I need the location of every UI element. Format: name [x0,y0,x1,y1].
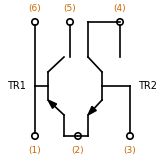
Text: (4): (4) [114,3,126,12]
Text: (5): (5) [64,3,76,12]
Text: (2): (2) [72,146,84,155]
Text: TR2: TR2 [139,81,157,91]
Text: (3): (3) [124,146,136,155]
Text: (6): (6) [29,3,41,12]
Polygon shape [48,100,57,108]
Text: TR1: TR1 [7,81,25,91]
Text: (1): (1) [29,146,41,155]
Polygon shape [88,106,96,115]
